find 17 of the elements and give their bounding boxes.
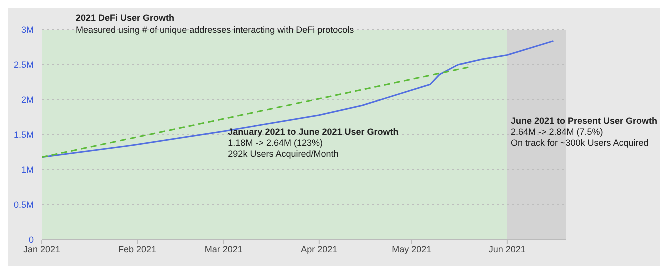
x-tick-label: Apr 2021 (301, 244, 338, 254)
chart-title: 2021 DeFi User Growth (76, 12, 176, 24)
band-label: January 2021 to June 2021 User Growth 1.18M -> 2.64M (123%) 292k Users Acquired/Month (228, 126, 399, 160)
chart-subtitle: Measured using # of unique addresses interacting with DeFi protocols (76, 24, 354, 36)
band-label: June 2021 to Present User Growth 2.64M -> 2.84M (7.5%) On track for ~300k Users Acquired (510, 116, 658, 150)
y-tick-label: 2M (21, 95, 34, 106)
y-tick-label: 0.5M (14, 200, 34, 210)
y-tick-label: 1.5M (14, 130, 34, 140)
x-tick-label: Feb 2021 (118, 244, 157, 254)
y-tick-label: 2.5M (14, 60, 34, 70)
y-tick-label: 3M (21, 25, 34, 36)
y-tick-label: 1M (21, 165, 34, 176)
x-tick-label: May 2021 (392, 244, 432, 254)
x-tick-label: Mar 2021 (204, 244, 243, 254)
x-tick-label: Jun 2021 (488, 244, 526, 254)
x-tick-label: Jan 2021 (23, 244, 61, 254)
y-tick-label: 0 (28, 235, 34, 246)
